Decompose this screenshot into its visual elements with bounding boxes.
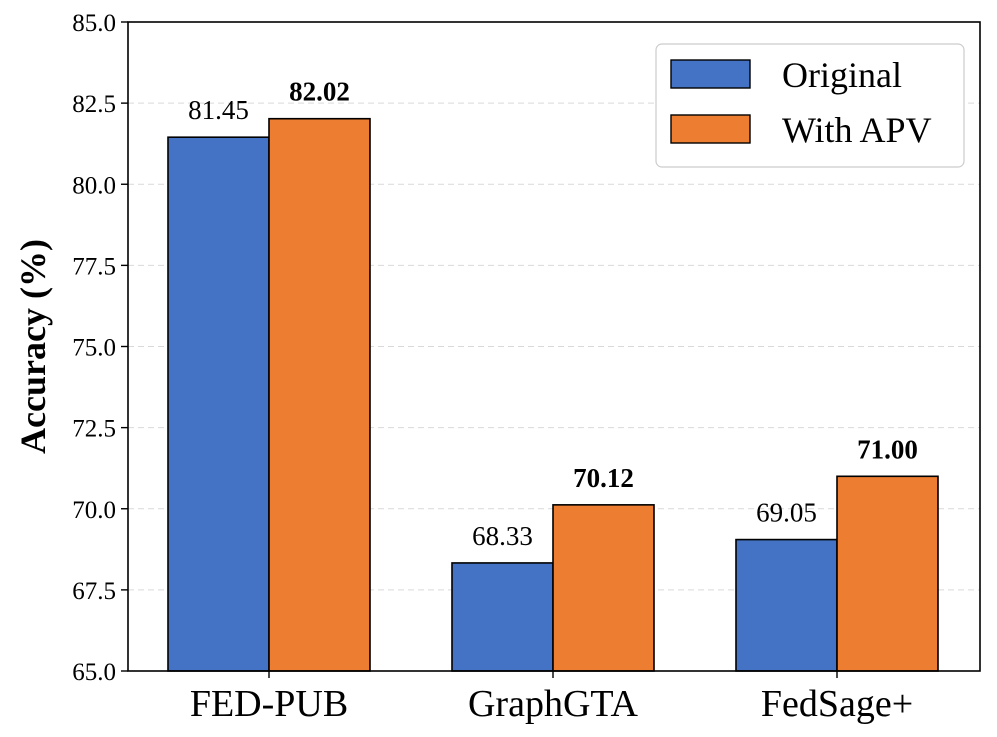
x-axis-categories: FED-PUB GraphGTA FedSage+ — [190, 671, 913, 725]
x-tick-label: GraphGTA — [468, 683, 639, 725]
y-tick-label: 80.0 — [72, 172, 116, 199]
bar-original — [451, 562, 554, 672]
y-tick-label: 85.0 — [72, 10, 116, 37]
legend-swatch-original — [670, 59, 751, 89]
y-tick-label: 65.0 — [72, 659, 116, 686]
legend-label-original: Original — [782, 55, 902, 95]
data-label: 81.45 — [188, 95, 249, 125]
bar-with-apv — [268, 117, 371, 672]
legend-swatch-with-apv — [670, 114, 751, 144]
bars — [167, 117, 939, 672]
y-tick-label: 77.5 — [72, 253, 116, 280]
x-tick-label: FedSage+ — [761, 683, 913, 725]
y-tick-label: 82.5 — [72, 91, 116, 118]
bar-original — [167, 136, 270, 672]
y-tick-label: 75.0 — [72, 335, 116, 362]
y-tick-label: 67.5 — [72, 578, 116, 605]
y-tick-label: 70.0 — [72, 497, 116, 524]
y-axis-ticks: 65.0 67.5 70.0 72.5 75.0 77.5 80.0 82.5 85.0 — [72, 10, 128, 686]
data-label: 70.12 — [573, 463, 634, 493]
y-tick-label: 72.5 — [72, 416, 116, 443]
bar-original — [735, 538, 838, 672]
legend[interactable]: Original With APV — [655, 43, 965, 168]
legend-label-with-apv: With APV — [782, 110, 932, 150]
bar-with-apv — [552, 504, 655, 672]
data-label: 71.00 — [857, 434, 918, 464]
data-label: 69.05 — [756, 498, 817, 528]
y-axis-label: Accuracy (%) — [13, 239, 53, 454]
data-label: 82.02 — [289, 77, 350, 107]
data-label: 68.33 — [472, 521, 533, 551]
x-tick-label: FED-PUB — [190, 683, 348, 725]
value-labels: 81.45 82.02 68.33 70.12 69.05 71.00 — [188, 77, 918, 551]
bar-with-apv — [836, 475, 939, 672]
